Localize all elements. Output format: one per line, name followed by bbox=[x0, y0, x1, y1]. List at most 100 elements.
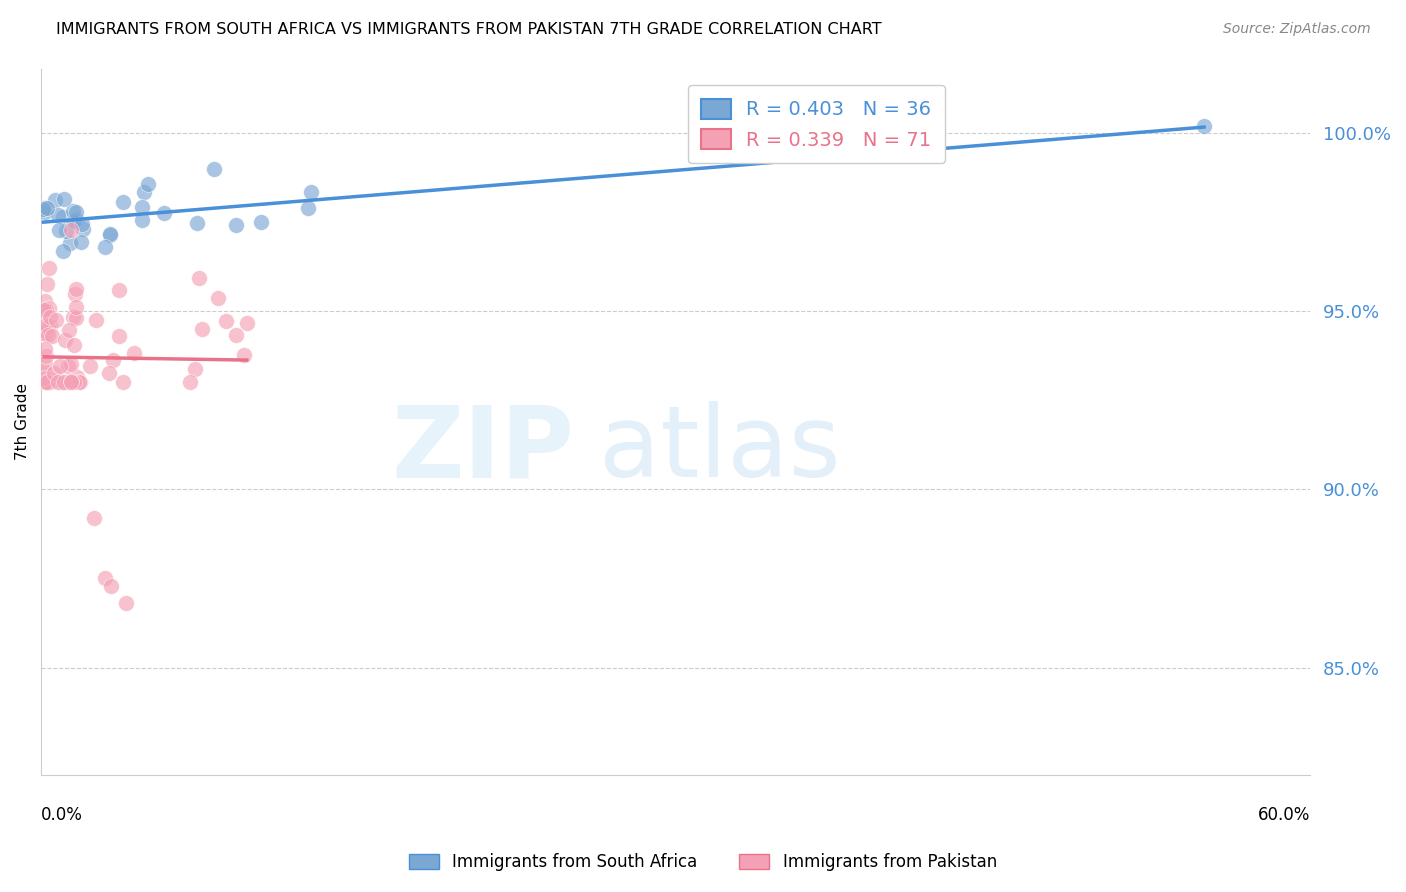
Point bbox=[63, 287, 86, 301]
Point bbox=[55, 334, 77, 348]
Point bbox=[35, 376, 58, 390]
Point bbox=[53, 192, 76, 206]
Point bbox=[1192, 119, 1215, 133]
Point bbox=[225, 327, 247, 342]
Point bbox=[52, 211, 75, 225]
Point bbox=[35, 201, 58, 215]
Point bbox=[56, 376, 79, 390]
Point bbox=[65, 310, 87, 325]
Point bbox=[46, 376, 69, 390]
Point bbox=[86, 312, 108, 326]
Point bbox=[65, 282, 87, 296]
Point bbox=[93, 240, 115, 254]
Point bbox=[55, 224, 77, 238]
Point bbox=[236, 316, 259, 330]
Point bbox=[52, 244, 75, 258]
Point bbox=[59, 235, 82, 250]
Point bbox=[44, 194, 66, 208]
Point bbox=[186, 216, 208, 230]
Point bbox=[63, 375, 86, 389]
Text: atlas: atlas bbox=[599, 401, 841, 499]
Point bbox=[65, 205, 87, 219]
Point bbox=[152, 206, 174, 220]
Point bbox=[37, 328, 59, 343]
Point bbox=[58, 323, 80, 337]
Point bbox=[62, 338, 84, 352]
Point bbox=[111, 194, 134, 209]
Point bbox=[69, 376, 91, 390]
Point bbox=[56, 359, 79, 374]
Text: Source: ZipAtlas.com: Source: ZipAtlas.com bbox=[1223, 22, 1371, 37]
Point bbox=[111, 376, 134, 390]
Point bbox=[41, 328, 63, 343]
Point bbox=[79, 359, 101, 374]
Point bbox=[34, 343, 56, 357]
Point bbox=[83, 511, 105, 525]
Point bbox=[131, 212, 153, 227]
Point bbox=[187, 271, 209, 285]
Point bbox=[98, 366, 121, 380]
Point bbox=[38, 301, 60, 315]
Point bbox=[39, 318, 62, 333]
Point bbox=[45, 313, 67, 327]
Point bbox=[32, 370, 55, 384]
Text: ZIP: ZIP bbox=[391, 401, 574, 499]
Point bbox=[101, 353, 124, 368]
Point bbox=[59, 374, 82, 388]
Y-axis label: 7th Grade: 7th Grade bbox=[15, 383, 30, 460]
Point bbox=[48, 359, 70, 373]
Point bbox=[38, 376, 60, 390]
Point bbox=[62, 310, 84, 324]
Point bbox=[37, 320, 59, 334]
Point bbox=[42, 366, 65, 380]
Point bbox=[297, 201, 319, 215]
Legend: Immigrants from South Africa, Immigrants from Pakistan: Immigrants from South Africa, Immigrants… bbox=[401, 845, 1005, 880]
Point bbox=[38, 372, 60, 386]
Point bbox=[131, 200, 153, 214]
Point bbox=[32, 202, 55, 217]
Point bbox=[48, 223, 70, 237]
Point bbox=[98, 228, 121, 243]
Point bbox=[34, 357, 56, 371]
Point bbox=[51, 376, 73, 390]
Point bbox=[191, 321, 214, 335]
Point bbox=[299, 185, 322, 199]
Point bbox=[35, 318, 58, 332]
Point bbox=[67, 376, 90, 390]
Point bbox=[100, 578, 122, 592]
Point bbox=[232, 348, 254, 362]
Point bbox=[72, 217, 94, 231]
Point bbox=[215, 314, 238, 328]
Point bbox=[37, 376, 59, 390]
Point bbox=[34, 294, 56, 309]
Point bbox=[53, 376, 76, 390]
Point bbox=[107, 328, 129, 343]
Point bbox=[134, 185, 156, 199]
Point bbox=[34, 376, 56, 390]
Point bbox=[225, 219, 247, 233]
Point bbox=[38, 261, 60, 276]
Text: IMMIGRANTS FROM SOUTH AFRICA VS IMMIGRANTS FROM PAKISTAN 7TH GRADE CORRELATION C: IMMIGRANTS FROM SOUTH AFRICA VS IMMIGRAN… bbox=[56, 22, 882, 37]
Point bbox=[207, 291, 229, 305]
Point bbox=[63, 214, 86, 228]
Point bbox=[69, 235, 91, 249]
Point bbox=[204, 161, 226, 176]
Point bbox=[249, 215, 271, 229]
Point bbox=[34, 376, 56, 390]
Point bbox=[32, 364, 55, 378]
Point bbox=[98, 227, 121, 241]
Point bbox=[60, 223, 83, 237]
Point bbox=[55, 376, 77, 390]
Point bbox=[66, 370, 89, 384]
Point bbox=[34, 201, 56, 215]
Point bbox=[62, 204, 84, 219]
Point bbox=[60, 376, 83, 390]
Point bbox=[37, 277, 59, 292]
Text: 0.0%: 0.0% bbox=[41, 806, 83, 824]
Point bbox=[48, 208, 70, 222]
Point bbox=[35, 349, 58, 363]
Point bbox=[34, 326, 56, 341]
Point bbox=[65, 211, 87, 226]
Text: 60.0%: 60.0% bbox=[1257, 806, 1310, 824]
Point bbox=[65, 300, 87, 314]
